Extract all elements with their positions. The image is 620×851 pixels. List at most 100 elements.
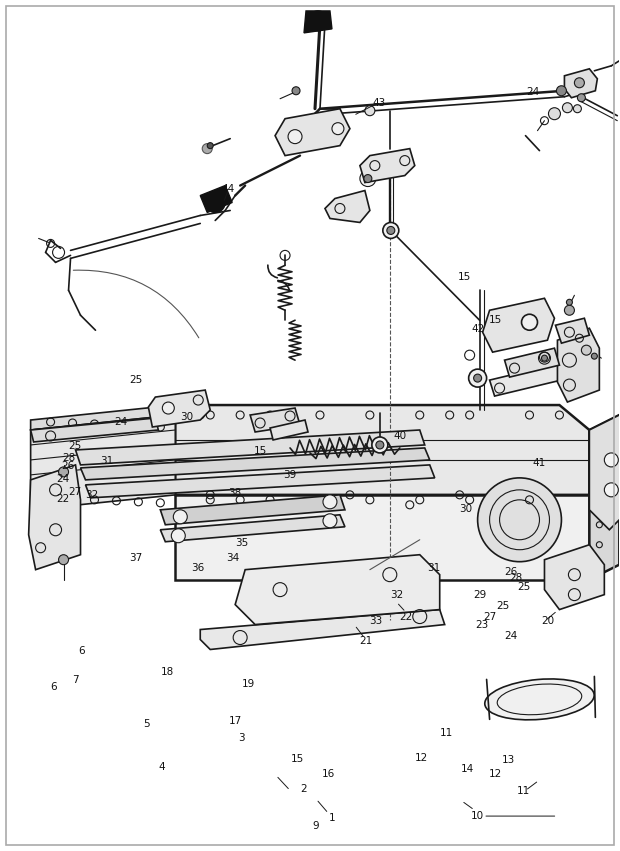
Text: 42: 42 xyxy=(472,323,485,334)
Circle shape xyxy=(521,314,538,330)
Text: 34: 34 xyxy=(226,553,239,563)
Circle shape xyxy=(469,369,487,387)
Text: 37: 37 xyxy=(129,553,142,563)
Text: 13: 13 xyxy=(502,755,515,765)
Text: 9: 9 xyxy=(313,821,319,831)
Text: 17: 17 xyxy=(229,716,242,726)
Text: 24: 24 xyxy=(526,87,539,97)
Ellipse shape xyxy=(485,679,594,720)
Polygon shape xyxy=(482,299,554,352)
Text: 30: 30 xyxy=(459,504,472,514)
Circle shape xyxy=(604,483,618,497)
Circle shape xyxy=(308,11,328,31)
Circle shape xyxy=(323,494,337,509)
Polygon shape xyxy=(161,515,345,542)
Text: 32: 32 xyxy=(390,591,403,600)
Circle shape xyxy=(591,353,597,359)
Circle shape xyxy=(171,528,185,543)
Polygon shape xyxy=(30,418,158,442)
Circle shape xyxy=(582,346,591,355)
Circle shape xyxy=(564,306,574,315)
Circle shape xyxy=(574,77,585,88)
Text: 15: 15 xyxy=(489,315,502,325)
Text: 23: 23 xyxy=(476,620,489,630)
Text: 16: 16 xyxy=(322,768,335,779)
Text: 36: 36 xyxy=(191,563,204,573)
Circle shape xyxy=(474,374,482,382)
Text: 27: 27 xyxy=(68,487,82,497)
Text: 15: 15 xyxy=(254,446,267,456)
Text: 3: 3 xyxy=(239,733,246,743)
Circle shape xyxy=(562,103,572,112)
Text: 44: 44 xyxy=(222,185,235,194)
Text: 25: 25 xyxy=(517,582,530,591)
Circle shape xyxy=(372,437,388,453)
Circle shape xyxy=(365,106,375,116)
Circle shape xyxy=(376,441,384,449)
Text: 18: 18 xyxy=(161,666,174,677)
Circle shape xyxy=(207,143,213,149)
Circle shape xyxy=(387,226,395,234)
Polygon shape xyxy=(175,494,590,580)
Text: 15: 15 xyxy=(291,754,304,764)
Polygon shape xyxy=(29,465,81,569)
Circle shape xyxy=(360,170,376,186)
Text: 6: 6 xyxy=(78,647,84,656)
Polygon shape xyxy=(360,149,415,183)
Text: 24: 24 xyxy=(56,474,69,484)
Text: 33: 33 xyxy=(370,616,383,625)
Polygon shape xyxy=(30,405,175,430)
Text: 28: 28 xyxy=(509,574,522,583)
Polygon shape xyxy=(250,408,300,432)
Text: 15: 15 xyxy=(458,272,471,282)
Text: 1: 1 xyxy=(329,813,335,823)
Polygon shape xyxy=(270,420,308,440)
Text: 11: 11 xyxy=(440,728,453,738)
Text: 24: 24 xyxy=(115,417,128,427)
Circle shape xyxy=(292,87,300,94)
Circle shape xyxy=(288,129,302,144)
Polygon shape xyxy=(544,545,604,609)
Polygon shape xyxy=(557,328,600,402)
Polygon shape xyxy=(76,430,425,465)
Circle shape xyxy=(567,300,572,306)
Polygon shape xyxy=(81,448,430,480)
Text: 7: 7 xyxy=(72,675,78,685)
Circle shape xyxy=(58,467,69,477)
Circle shape xyxy=(541,355,547,361)
Polygon shape xyxy=(505,348,559,377)
Circle shape xyxy=(202,144,212,154)
Text: 43: 43 xyxy=(373,98,386,108)
Circle shape xyxy=(383,222,399,238)
Text: 31: 31 xyxy=(100,456,113,466)
Text: 27: 27 xyxy=(483,613,496,622)
Text: 30: 30 xyxy=(180,412,193,422)
Text: 26: 26 xyxy=(61,461,74,471)
Polygon shape xyxy=(200,186,232,213)
Text: 14: 14 xyxy=(461,763,474,774)
Text: 20: 20 xyxy=(542,616,555,625)
Polygon shape xyxy=(564,69,597,98)
Text: 10: 10 xyxy=(471,811,484,821)
Text: 5: 5 xyxy=(143,719,149,729)
Polygon shape xyxy=(590,415,620,530)
Circle shape xyxy=(162,402,174,414)
Text: 6: 6 xyxy=(50,682,56,692)
Polygon shape xyxy=(86,465,435,498)
Circle shape xyxy=(604,453,618,467)
Polygon shape xyxy=(490,363,569,396)
Text: 26: 26 xyxy=(505,567,518,576)
Text: 38: 38 xyxy=(228,488,241,499)
Text: 25: 25 xyxy=(497,601,510,610)
Text: 25: 25 xyxy=(129,374,142,385)
Text: 22: 22 xyxy=(56,494,69,504)
Text: 24: 24 xyxy=(505,631,518,641)
Polygon shape xyxy=(235,555,440,625)
Text: eReplacementParts.com: eReplacementParts.com xyxy=(206,422,414,437)
Text: 2: 2 xyxy=(301,784,307,794)
Circle shape xyxy=(364,174,372,183)
Polygon shape xyxy=(275,109,350,156)
Text: 22: 22 xyxy=(399,612,412,621)
Circle shape xyxy=(577,94,585,102)
Text: 40: 40 xyxy=(393,431,406,441)
